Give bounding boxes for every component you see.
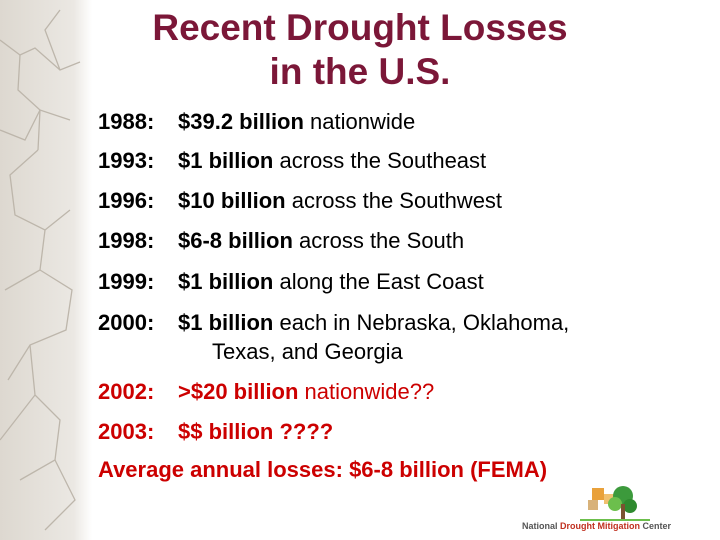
loss-item: 1996: $10 billion across the Southwest bbox=[98, 188, 502, 214]
year: 1993: bbox=[98, 148, 155, 173]
amount: $10 billion bbox=[178, 188, 286, 213]
description-continuation: Texas, and Georgia bbox=[212, 339, 403, 364]
year: 2002: bbox=[98, 379, 155, 404]
year: 1998: bbox=[98, 228, 155, 253]
logo-graphic bbox=[580, 486, 650, 521]
title: Recent Drought Losses in the U.S. bbox=[90, 6, 630, 94]
logo-part: National bbox=[522, 521, 558, 531]
description: across the South bbox=[292, 228, 465, 253]
loss-item: 2000: $1 billion each in Nebraska, Oklaho… bbox=[98, 310, 569, 336]
amount: $1 billion bbox=[178, 148, 274, 173]
logo-part: Center bbox=[642, 521, 672, 531]
amount: $1 billion bbox=[178, 269, 274, 294]
amount: $39.2 billion bbox=[178, 109, 304, 134]
description: across the Southwest bbox=[285, 188, 503, 213]
description: across the Southeast bbox=[273, 148, 487, 173]
description: nationwide bbox=[303, 109, 416, 134]
year: 2003: bbox=[98, 419, 155, 444]
amount: >$20 billion bbox=[178, 379, 299, 404]
amount: $$ billion ???? bbox=[178, 419, 334, 444]
description: nationwide?? bbox=[298, 379, 435, 404]
loss-item: 1988: $39.2 billion nationwide bbox=[98, 109, 415, 135]
year: 1996: bbox=[98, 188, 155, 213]
summary: Average annual losses: $6-8 billion (FEM… bbox=[98, 457, 548, 482]
loss-item: 1998: $6-8 billion across the South bbox=[98, 228, 464, 254]
year: 2000: bbox=[98, 310, 155, 335]
description: each in Nebraska, Oklahoma, bbox=[273, 310, 570, 335]
title-line: Recent Drought Losses bbox=[152, 7, 568, 48]
year: 1988: bbox=[98, 109, 155, 134]
loss-item: 2003: $$ billion ???? bbox=[98, 419, 333, 445]
amount: $6-8 billion bbox=[178, 228, 293, 253]
title-line: in the U.S. bbox=[269, 51, 451, 92]
logo-part: Drought Mitigation bbox=[560, 521, 641, 531]
loss-item: 1993: $1 billion across the Southeast bbox=[98, 148, 486, 174]
description: along the East Coast bbox=[273, 269, 484, 294]
loss-item: 2002: >$20 billion nationwide?? bbox=[98, 379, 434, 405]
loss-item: 1999: $1 billion along the East Coast bbox=[98, 269, 484, 295]
amount: $1 billion bbox=[178, 310, 274, 335]
year: 1999: bbox=[98, 269, 155, 294]
texture-strip bbox=[0, 0, 92, 540]
logo-text: National Drought Mitigation Center bbox=[522, 521, 671, 531]
